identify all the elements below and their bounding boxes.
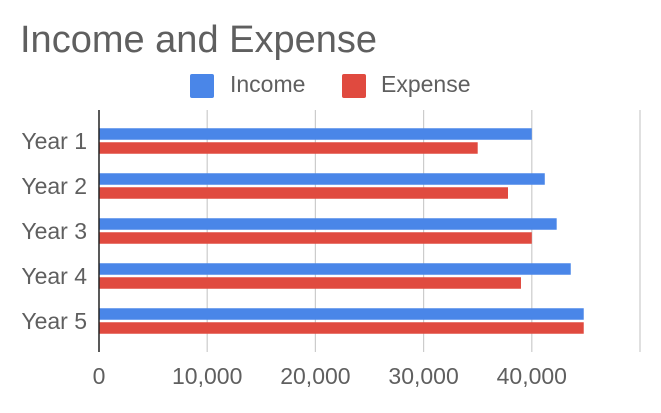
bar-expense-year-1 — [99, 142, 478, 154]
y-tick-label: Year 1 — [21, 128, 87, 154]
legend-label-expense: Expense — [381, 71, 471, 97]
bar-expense-year-4 — [99, 277, 521, 289]
bar-income-year-5 — [99, 308, 584, 320]
chart-title: Income and Expense — [20, 19, 377, 61]
legend: Income Expense — [190, 71, 471, 98]
bars — [99, 128, 584, 334]
x-tick-label: 0 — [93, 363, 106, 389]
bar-income-year-4 — [99, 263, 571, 275]
axes: Year 1 Year 2 Year 3 Year 4 Year 5 0 10,000 20,… — [21, 110, 567, 389]
legend-swatch-income — [190, 74, 214, 98]
bar-income-year-3 — [99, 218, 557, 230]
bar-expense-year-2 — [99, 187, 508, 199]
x-tick-label: 30,000 — [388, 363, 458, 389]
x-tick-label: 10,000 — [172, 363, 242, 389]
y-tick-label: Year 2 — [21, 173, 87, 199]
x-tick-label: 40,000 — [497, 363, 567, 389]
legend-swatch-expense — [342, 74, 366, 98]
bar-expense-year-3 — [99, 232, 532, 244]
x-tick-label: 20,000 — [280, 363, 350, 389]
bar-income-year-2 — [99, 173, 545, 185]
y-tick-label: Year 4 — [21, 263, 87, 289]
y-tick-label: Year 3 — [21, 218, 87, 244]
legend-label-income: Income — [230, 71, 305, 97]
bar-expense-year-5 — [99, 322, 584, 334]
y-tick-label: Year 5 — [21, 308, 87, 334]
bar-income-year-1 — [99, 128, 532, 140]
